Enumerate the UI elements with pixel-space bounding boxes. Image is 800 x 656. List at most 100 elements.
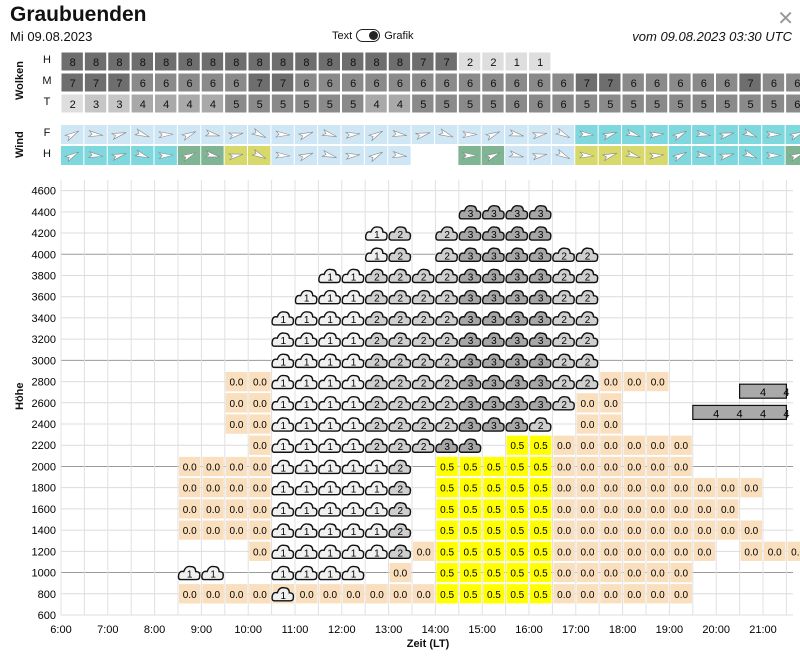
lift-cell: 0.5 [436, 584, 458, 604]
svg-text:2: 2 [561, 251, 567, 262]
lift-cell: 0.0 [740, 541, 762, 561]
y-tick-label: 2400 [32, 419, 56, 431]
wind-cell [177, 125, 201, 144]
view-toggle[interactable]: Text Grafik [332, 29, 414, 42]
cumulus-icon: 1 [271, 459, 295, 474]
toggle-switch[interactable] [356, 29, 381, 42]
svg-text:0.0: 0.0 [581, 526, 595, 537]
svg-text:3: 3 [468, 379, 474, 390]
cumulus-icon: 1 [271, 502, 295, 517]
svg-text:0.0: 0.0 [253, 484, 267, 495]
wind-cell [107, 125, 131, 144]
cloud-cell: 6 [761, 72, 786, 93]
y-tick-label: 1000 [32, 568, 56, 580]
cumulus-icon: 2 [388, 289, 412, 305]
lift-cell: 0.0 [647, 520, 669, 540]
svg-text:0.0: 0.0 [604, 569, 618, 580]
lift-cell: 0.5 [506, 499, 528, 519]
cloud-cell: 6 [457, 72, 482, 93]
svg-text:0.5: 0.5 [510, 462, 524, 473]
svg-text:2: 2 [421, 357, 427, 368]
cumulus-icon: 2 [388, 417, 412, 432]
cloud-cell-value: 5 [724, 99, 730, 111]
y-tick-label: 2800 [32, 377, 56, 389]
cumulus-icon: 1 [318, 417, 341, 432]
time-axis-label: Zeit (LT) [406, 638, 450, 650]
lift-cell: 0.5 [530, 435, 552, 455]
wind-arrow-icon [671, 130, 687, 142]
svg-text:2: 2 [444, 315, 450, 326]
svg-text:0.0: 0.0 [253, 378, 267, 389]
cloud-cell-value: 5 [771, 99, 777, 111]
svg-text:0.0: 0.0 [768, 547, 782, 558]
svg-text:0.0: 0.0 [253, 399, 267, 410]
close-icon[interactable]: ✕ [777, 8, 794, 30]
cumulus-icon: 1 [364, 502, 388, 517]
cumulus-icon: 2 [552, 247, 575, 262]
lift-cell: 0.5 [506, 456, 528, 477]
cloud-cell [551, 51, 575, 72]
lift-cell: 0.0 [366, 584, 388, 604]
cloud-cell-value: 5 [467, 99, 473, 111]
cloud-cell-value: 2 [490, 57, 496, 69]
lift-cell: 0.5 [506, 584, 528, 604]
cloud-cell: 8 [294, 51, 318, 72]
cumulus-icon: 2 [388, 311, 412, 326]
lift-cell: 0.5 [483, 499, 505, 519]
cumulus-icon: 3 [505, 226, 529, 241]
svg-text:0.0: 0.0 [230, 462, 244, 473]
svg-text:3: 3 [491, 209, 497, 220]
lift-cell: 0.0 [670, 478, 692, 498]
cumulus-icon: 1 [341, 480, 365, 496]
lift-cell: 0.0 [576, 520, 599, 540]
x-tick-label: 19:00 [656, 624, 684, 636]
svg-text:0.0: 0.0 [253, 505, 267, 516]
svg-text:0.0: 0.0 [674, 505, 688, 516]
svg-text:0.5: 0.5 [487, 569, 501, 580]
cloud-cell-value: 4 [210, 99, 216, 111]
cloud-cell: 8 [387, 51, 412, 72]
cumulus-icon: 1 [177, 565, 201, 581]
svg-text:0.0: 0.0 [581, 462, 595, 473]
cumulus-icon: 2 [411, 438, 435, 453]
svg-text:0.5: 0.5 [487, 547, 501, 558]
cloud-cell-value: 5 [631, 99, 637, 111]
lift-cell: 0.0 [600, 414, 622, 434]
cumulus-icon: 2 [364, 311, 388, 326]
svg-text:1: 1 [327, 527, 333, 538]
cumulus-icon: 2 [435, 332, 458, 347]
wind-cell [435, 125, 458, 144]
cumulus-icon: 2 [435, 353, 458, 368]
cloud-layer-bar-label: 4 [783, 408, 789, 420]
svg-text:2: 2 [374, 315, 380, 326]
wind-cell [271, 125, 294, 144]
cumulus-icon: 2 [364, 417, 388, 432]
wind-cell [177, 146, 201, 165]
cumulus-icon: 3 [458, 374, 482, 390]
lift-cell: 0.0 [623, 584, 645, 604]
lift-cell: 0.5 [436, 541, 458, 561]
cloud-cell-value: 8 [140, 57, 146, 69]
svg-text:0.0: 0.0 [744, 526, 758, 537]
wind-arrow-icon [158, 131, 174, 139]
x-tick-label: 14:00 [422, 624, 450, 636]
svg-text:1: 1 [327, 485, 333, 496]
cloud-cell-value: 6 [397, 78, 403, 90]
clouds-row-label-h: H [43, 54, 51, 66]
cumulus-icon: 2 [575, 332, 599, 347]
cumulus-icon: 1 [341, 565, 365, 581]
cloud-cell-value: 7 [280, 78, 286, 90]
cumulus-icon: 2 [388, 395, 412, 411]
svg-text:2: 2 [444, 400, 450, 411]
cumulus-icon: 1 [341, 459, 365, 474]
svg-text:0.0: 0.0 [651, 569, 665, 580]
lift-cell: 0.5 [530, 520, 552, 540]
svg-text:2: 2 [398, 315, 404, 326]
cumulus-icon: 1 [341, 395, 365, 411]
cumulus-icon: 2 [411, 395, 435, 411]
cumulus-icon: 1 [318, 544, 341, 559]
cumulus-icon: 2 [388, 268, 412, 283]
wind-arrow-icon [180, 152, 197, 163]
cumulus-icon: 1 [341, 544, 365, 559]
wind-arrow-icon [391, 129, 407, 137]
